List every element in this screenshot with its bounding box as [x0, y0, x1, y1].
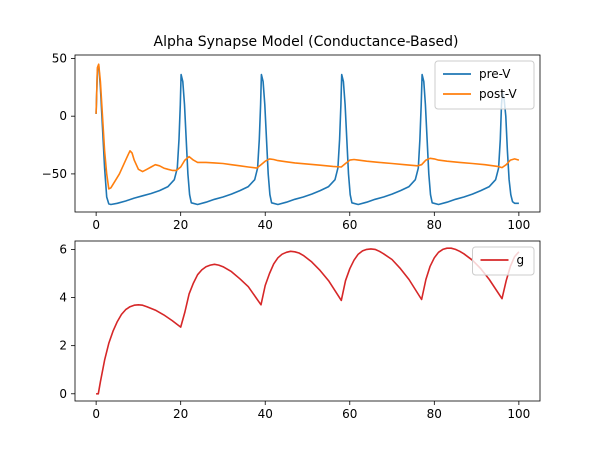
- legend-label: post-V: [479, 87, 518, 101]
- bottom-y-tick-label: 4: [59, 291, 67, 305]
- series-line-g: [96, 247, 520, 395]
- top-y-tick-label: 50: [52, 51, 67, 65]
- bottom-x-tick-label: 20: [173, 407, 188, 421]
- legend-box: [434, 60, 535, 110]
- bottom-y-tick-label: 2: [59, 339, 67, 353]
- bottom-axes-frame: [74, 240, 541, 402]
- top-y-tick-label: 0: [59, 109, 67, 123]
- bottom-y-tick-label: 0: [59, 387, 67, 401]
- top-series-group: [95, 63, 520, 206]
- top-y-tick-label: −50: [42, 167, 67, 181]
- bottom-x-tick-label: 0: [92, 407, 100, 421]
- bottom-x-tick-label: 80: [427, 407, 442, 421]
- bottom-series-group: [96, 247, 520, 395]
- top-x-tick-label: 0: [92, 218, 100, 232]
- top-x-tick-label: 60: [342, 218, 357, 232]
- bottom-y-tick-label: 6: [59, 242, 67, 256]
- top-x-tick-label: 80: [427, 218, 442, 232]
- bottom-axes-conductance: 0 20 40 60 80 100 0 2 4 6 g: [59, 240, 541, 421]
- legend-box: [472, 246, 535, 276]
- bottom-x-tick-label: 60: [342, 407, 357, 421]
- bottom-x-tick-label: 40: [258, 407, 273, 421]
- top-axes-voltage: 0 20 40 60 80 100 50 0 −50 pre-V post-V: [42, 51, 541, 232]
- top-x-tick-label: 40: [258, 218, 273, 232]
- bottom-legend: g: [472, 246, 535, 276]
- top-axes-frame: [74, 54, 541, 213]
- legend-label: pre-V: [479, 67, 511, 81]
- top-x-tick-label: 20: [173, 218, 188, 232]
- top-legend: pre-V post-V: [434, 60, 535, 110]
- series-line-post-v: [95, 63, 520, 190]
- top-x-tick-label: 100: [507, 218, 530, 232]
- bottom-x-tick-label: 100: [507, 407, 530, 421]
- legend-label: g: [517, 253, 525, 267]
- chart-title: Alpha Synapse Model (Conductance-Based): [154, 34, 459, 50]
